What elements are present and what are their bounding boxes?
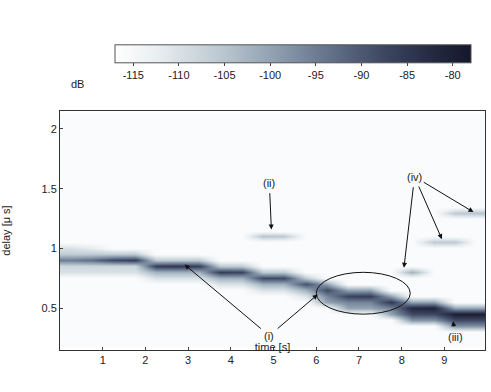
svg-text:-85: -85 <box>399 69 415 81</box>
svg-text:3: 3 <box>185 354 191 366</box>
svg-text:6: 6 <box>313 354 319 366</box>
svg-text:-95: -95 <box>308 69 324 81</box>
svg-text:1: 1 <box>100 354 106 366</box>
svg-text:-110: -110 <box>168 69 189 81</box>
svg-text:dB: dB <box>71 78 84 90</box>
svg-text:4: 4 <box>228 354 234 366</box>
svg-text:(iv): (iv) <box>407 171 422 183</box>
svg-text:9: 9 <box>441 354 447 366</box>
svg-text:8: 8 <box>399 354 405 366</box>
svg-text:-115: -115 <box>123 69 144 81</box>
svg-text:time [s]: time [s] <box>255 341 290 353</box>
svg-text:2: 2 <box>51 123 57 135</box>
svg-text:2: 2 <box>142 354 148 366</box>
svg-text:delay [μ s]: delay [μ s] <box>0 205 12 255</box>
svg-text:1.5: 1.5 <box>42 183 57 195</box>
svg-text:1: 1 <box>51 242 57 254</box>
svg-text:-80: -80 <box>445 69 461 81</box>
svg-text:-100: -100 <box>259 69 281 81</box>
svg-text:7: 7 <box>356 354 362 366</box>
svg-text:0.5: 0.5 <box>42 302 57 314</box>
svg-text:-105: -105 <box>214 69 236 81</box>
svg-text:5: 5 <box>271 354 277 366</box>
svg-text:-90: -90 <box>354 69 370 81</box>
svg-text:(iii): (iii) <box>448 331 463 343</box>
svg-text:(ii): (ii) <box>263 177 275 189</box>
svg-text:(i): (i) <box>264 330 274 342</box>
